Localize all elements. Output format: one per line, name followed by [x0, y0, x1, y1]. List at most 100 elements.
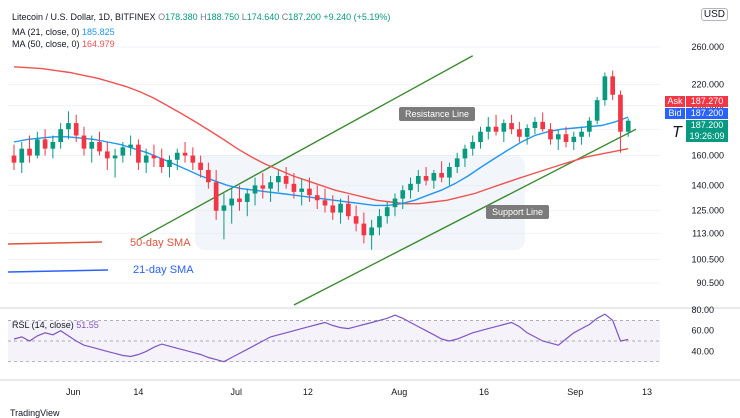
close-value: 187.200 — [288, 12, 321, 22]
candle-body — [610, 76, 616, 95]
candle-body — [400, 190, 406, 199]
t-marker: T — [672, 124, 682, 141]
rsi-legend[interactable]: RSL (14, close) 51.55 — [12, 320, 99, 330]
candle-body — [338, 203, 343, 213]
candle-body — [198, 162, 203, 170]
time-tick-label: 16 — [479, 387, 489, 397]
ma50-line — [13, 66, 629, 205]
candle-body — [19, 148, 25, 163]
ma50-label: MA (50, close, 0) — [12, 39, 80, 49]
candle-body — [462, 148, 468, 159]
candle-body — [283, 176, 289, 184]
support-line-label: Support Line — [486, 205, 550, 219]
price-tick-label: 113.000 — [692, 228, 724, 238]
sma50-legend-line — [7, 241, 103, 245]
ma21-legend[interactable]: MA (21, close, 0) 185.825 — [12, 27, 115, 37]
candle-body — [276, 176, 281, 183]
time-tick-label: Sep — [567, 387, 583, 397]
candle-body — [120, 147, 126, 156]
grid — [0, 46, 740, 381]
low-label: L — [241, 12, 247, 22]
price-tick-label: 140.000 — [691, 180, 724, 190]
change-value: +9.240 (+5.19%) — [323, 12, 391, 22]
time-axis[interactable]: Jun 14 Jul 12 Aug 16 Sep 13 — [66, 387, 652, 397]
candle-body — [143, 155, 149, 163]
low-value: 174.640 — [246, 12, 280, 22]
sma21-legend-line — [7, 269, 109, 273]
candle-body — [136, 144, 141, 163]
candle-body — [299, 188, 305, 192]
candle-body — [524, 127, 530, 137]
candle-body — [322, 200, 328, 206]
ma21-line — [13, 116, 629, 207]
last-price-tag: 187.200 — [686, 120, 728, 131]
resistance-line-label: Resistance Line — [399, 107, 476, 121]
candle-body — [66, 123, 71, 130]
candle-body — [625, 120, 631, 132]
candle-body — [330, 205, 336, 213]
rsi-axis[interactable]: 80.00 60.00 40.00 — [691, 305, 714, 356]
candle-body — [252, 185, 258, 194]
candle-body — [206, 169, 211, 183]
candle-body — [392, 198, 398, 208]
candle-body — [11, 155, 17, 163]
high-label: H — [200, 12, 207, 22]
price-tick-label: 220.000 — [691, 79, 724, 89]
candle-body — [345, 203, 351, 217]
candle-body — [182, 152, 188, 156]
candle-body — [291, 183, 297, 192]
candle-body — [237, 198, 242, 202]
countdown-tag: 19:26:09 — [686, 131, 728, 142]
candle-body — [540, 121, 546, 130]
candle-body — [369, 227, 374, 236]
candle-body — [408, 183, 413, 191]
sma21-annotation: 21-day SMA — [133, 264, 194, 276]
candle-body — [423, 176, 429, 181]
sma50-annotation: 50-day SMA — [130, 237, 191, 249]
candle-body — [244, 193, 250, 202]
candle-body — [314, 195, 320, 201]
bid-price-tag: 187.200 — [686, 108, 728, 119]
candle-body — [221, 205, 227, 211]
candle-body — [618, 94, 623, 132]
candle-body — [58, 129, 63, 142]
ask-price-tag: 187.270 — [686, 96, 728, 107]
watermark — [195, 155, 525, 250]
candle-body — [353, 216, 359, 224]
candle-body — [454, 158, 460, 168]
candle-body — [431, 172, 437, 181]
candle-body — [229, 198, 235, 206]
candle-body — [517, 129, 522, 137]
candle-body — [34, 139, 40, 156]
rsi-label: RSL (14, close) — [12, 320, 74, 330]
ma50-legend[interactable]: MA (50, close, 0) 164.979 — [12, 39, 115, 49]
symbol-title[interactable]: Litecoin / U.S. Dollar, 1D, BITFINEX — [12, 12, 156, 22]
tradingview-logo[interactable]: TradingView — [10, 408, 60, 418]
high-value: 188.750 — [206, 12, 240, 22]
currency-selector[interactable]: USD — [700, 8, 728, 21]
trend-line — [138, 55, 474, 240]
ma21-value: 185.825 — [82, 27, 115, 37]
rsi-tick-label: 80.00 — [691, 305, 714, 315]
currency-label: USD — [700, 8, 728, 21]
candle-body — [485, 126, 491, 132]
price-tick-label: 260.000 — [691, 42, 724, 52]
open-label: O — [158, 12, 166, 22]
time-tick-label: 13 — [642, 387, 652, 397]
candle-body — [478, 131, 483, 142]
rsi-value: 51.55 — [76, 320, 99, 330]
rsi-line — [13, 313, 629, 363]
time-tick-label: Jun — [66, 387, 81, 397]
candle-body — [42, 139, 48, 149]
candle-body — [50, 141, 56, 149]
close-label: C — [281, 12, 289, 22]
time-tick-label: 14 — [133, 387, 143, 397]
ask-label: Ask — [665, 96, 685, 107]
candle-body — [377, 216, 382, 228]
candle-body — [89, 141, 95, 149]
time-tick-label: Aug — [391, 387, 407, 397]
rsi-tick-label: 40.00 — [691, 346, 714, 356]
candle-body — [563, 134, 569, 142]
ma50-polyline — [13, 66, 629, 205]
